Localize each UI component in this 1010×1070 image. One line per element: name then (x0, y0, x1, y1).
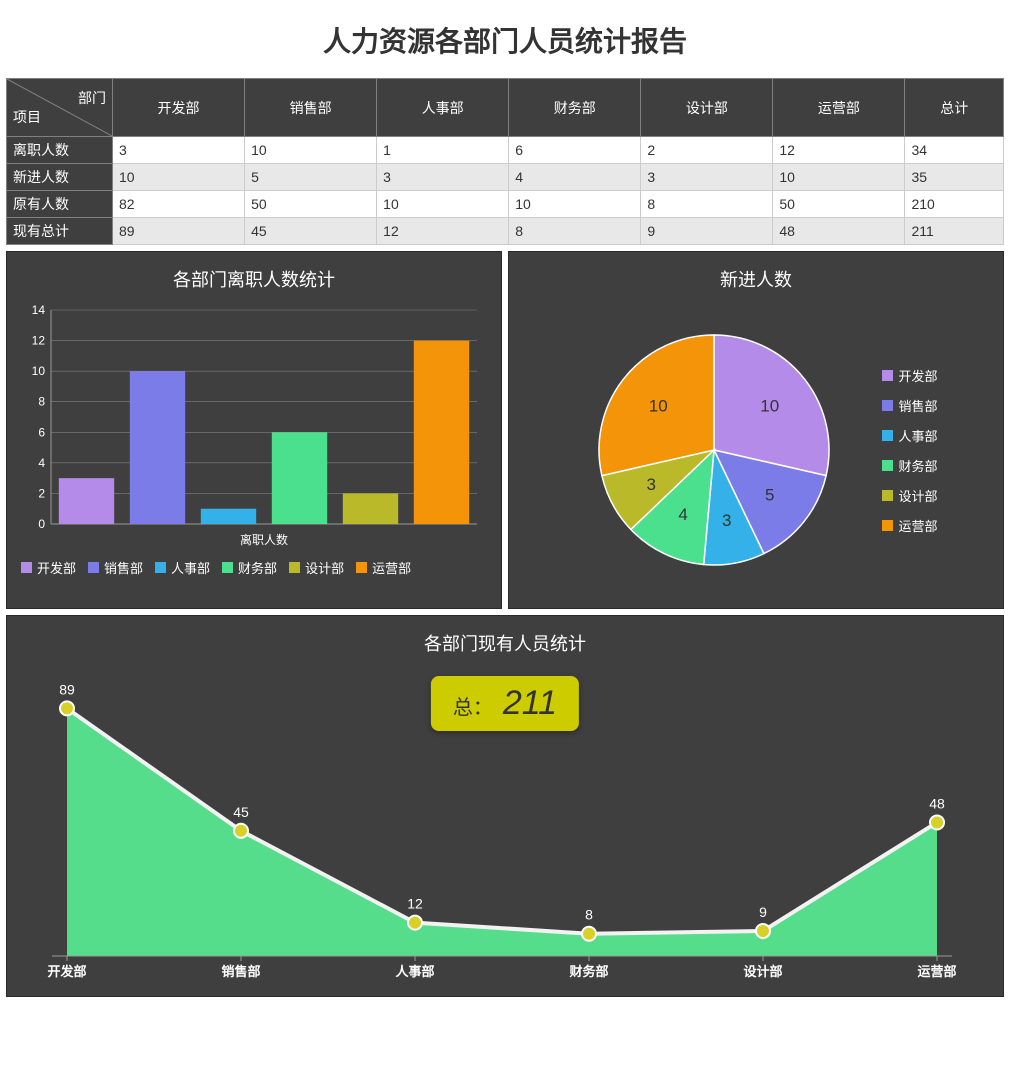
svg-text:财务部: 财务部 (569, 964, 608, 979)
table-cell: 210 (905, 191, 1004, 218)
bar-chart: 0 2 4 6 8 10 12 14 离职人数 (17, 302, 487, 552)
legend-item: 销售部 (882, 396, 937, 415)
table-row: 原有人数82501010850210 (7, 191, 1004, 218)
legend-item: 开发部 (21, 558, 76, 577)
table-cell: 50 (773, 191, 905, 218)
svg-text:10: 10 (761, 397, 780, 416)
table-cell: 10 (377, 191, 509, 218)
table-cell: 3 (641, 164, 773, 191)
svg-text:人事部: 人事部 (395, 964, 434, 979)
table-cell: 9 (641, 218, 773, 245)
svg-text:0: 0 (38, 517, 45, 531)
table-row-label: 离职人数 (7, 137, 113, 164)
svg-text:6: 6 (38, 425, 45, 439)
svg-text:10: 10 (32, 364, 46, 378)
legend-item: 财务部 (222, 558, 277, 577)
svg-text:离职人数: 离职人数 (240, 532, 288, 547)
total-badge: 总： 211 (431, 676, 579, 731)
pie-chart-panel: 新进人数 10 5 3 4 3 10 开发部销售部人事部财务部设计部运营部 (508, 251, 1004, 609)
table-cell: 8 (509, 218, 641, 245)
legend-item: 设计部 (289, 558, 344, 577)
table-cell: 45 (245, 218, 377, 245)
svg-text:3: 3 (647, 475, 656, 494)
svg-text:48: 48 (929, 795, 945, 811)
svg-text:5: 5 (765, 485, 774, 504)
svg-text:9: 9 (759, 904, 767, 920)
table-cell: 6 (509, 137, 641, 164)
table-cell: 3 (377, 164, 509, 191)
legend-item: 开发部 (882, 366, 937, 385)
table-cell: 10 (773, 164, 905, 191)
table-row-label: 新进人数 (7, 164, 113, 191)
svg-text:2: 2 (38, 486, 45, 500)
data-table: 部门项目开发部销售部人事部财务部设计部运营部总计 离职人数3101621234新… (6, 78, 1004, 245)
table-cell: 50 (245, 191, 377, 218)
table-cell: 10 (509, 191, 641, 218)
svg-text:设计部: 设计部 (743, 964, 782, 979)
legend-item: 运营部 (882, 516, 937, 535)
svg-text:8: 8 (585, 907, 593, 923)
legend-item: 财务部 (882, 456, 937, 475)
bar-chart-panel: 各部门离职人数统计 0 2 4 6 8 10 12 14 离职人数 开发部销售部人事部财务部设计… (6, 251, 502, 609)
table-cell: 48 (773, 218, 905, 245)
svg-text:开发部: 开发部 (47, 964, 86, 979)
svg-text:45: 45 (233, 804, 249, 820)
svg-text:3: 3 (722, 511, 731, 530)
table-column-header: 设计部 (641, 79, 773, 137)
table-column-header: 开发部 (113, 79, 245, 137)
total-label: 总： (453, 691, 493, 720)
table-row: 现有总计8945128948211 (7, 218, 1004, 245)
table-row: 新进人数1053431035 (7, 164, 1004, 191)
table-corner-cell: 部门项目 (7, 79, 113, 137)
svg-text:8: 8 (38, 395, 45, 409)
area-chart-panel: 各部门现有人员统计 总： 211 89 开发部 45 销售部 12 人事部 8 财务部 9 设计部… (6, 615, 1004, 997)
svg-text:4: 4 (38, 456, 45, 470)
table-cell: 12 (773, 137, 905, 164)
page-title: 人力资源各部门人员统计报告 (6, 6, 1004, 78)
svg-text:12: 12 (32, 334, 46, 348)
bar-chart-legend: 开发部销售部人事部财务部设计部运营部 (17, 552, 491, 579)
table-column-header: 财务部 (509, 79, 641, 137)
table-cell: 2 (641, 137, 773, 164)
table-cell: 82 (113, 191, 245, 218)
table-cell: 35 (905, 164, 1004, 191)
pie-chart-legend: 开发部销售部人事部财务部设计部运营部 (882, 366, 937, 535)
svg-text:4: 4 (679, 505, 688, 524)
table-cell: 5 (245, 164, 377, 191)
bar-chart-title: 各部门离职人数统计 (17, 262, 491, 302)
legend-item: 设计部 (882, 486, 937, 505)
table-row-label: 原有人数 (7, 191, 113, 218)
svg-text:运营部: 运营部 (917, 964, 956, 979)
table-column-header: 运营部 (773, 79, 905, 137)
table-cell: 1 (377, 137, 509, 164)
legend-item: 人事部 (882, 426, 937, 445)
pie-chart: 10 5 3 4 3 10 (574, 310, 854, 590)
svg-text:14: 14 (32, 303, 46, 317)
legend-item: 运营部 (356, 558, 411, 577)
table-cell: 10 (113, 164, 245, 191)
table-cell: 3 (113, 137, 245, 164)
pie-chart-title: 新进人数 (519, 262, 993, 302)
table-cell: 211 (905, 218, 1004, 245)
area-chart-title: 各部门现有人员统计 (17, 626, 993, 666)
table-cell: 89 (113, 218, 245, 245)
total-value: 211 (503, 684, 557, 723)
svg-text:10: 10 (649, 397, 668, 416)
svg-text:销售部: 销售部 (221, 964, 260, 979)
svg-text:12: 12 (407, 896, 423, 912)
table-cell: 34 (905, 137, 1004, 164)
table-cell: 8 (641, 191, 773, 218)
table-column-header: 销售部 (245, 79, 377, 137)
legend-item: 销售部 (88, 558, 143, 577)
table-row-label: 现有总计 (7, 218, 113, 245)
table-row: 离职人数3101621234 (7, 137, 1004, 164)
table-column-header: 人事部 (377, 79, 509, 137)
table-cell: 12 (377, 218, 509, 245)
table-cell: 4 (509, 164, 641, 191)
table-column-header: 总计 (905, 79, 1004, 137)
svg-text:89: 89 (59, 681, 75, 697)
table-cell: 10 (245, 137, 377, 164)
legend-item: 人事部 (155, 558, 210, 577)
